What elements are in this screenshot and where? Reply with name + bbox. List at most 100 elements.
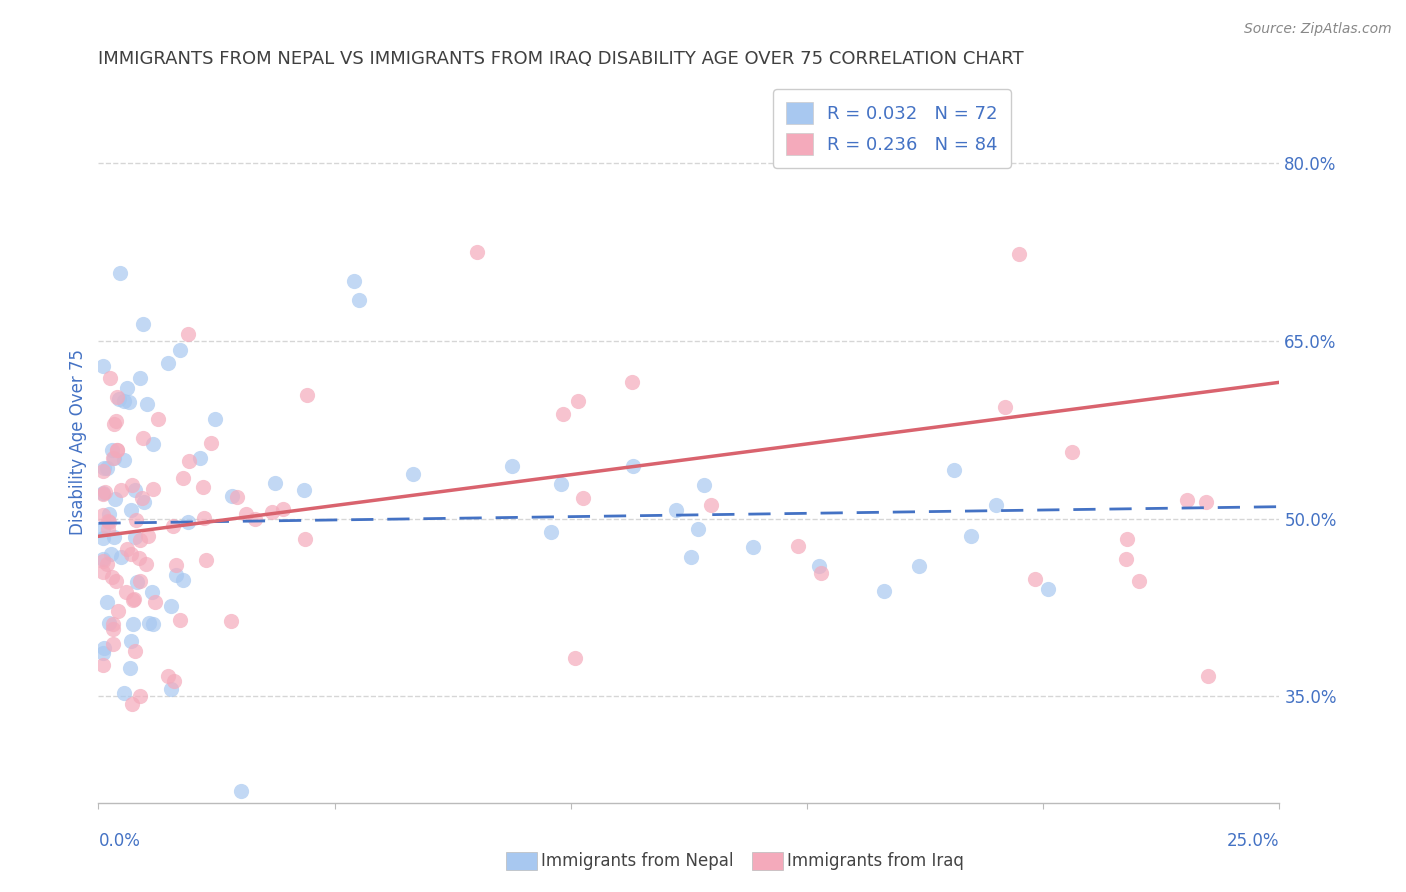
- Point: [156, 356, 179, 370]
- Point: [142, 617, 165, 632]
- Point: [942, 463, 965, 477]
- Point: [741, 540, 763, 554]
- Point: [131, 431, 153, 445]
- Point: [115, 381, 138, 395]
- Point: [162, 519, 184, 533]
- Point: [125, 513, 148, 527]
- Point: [226, 490, 249, 504]
- Point: [219, 614, 242, 628]
- Point: [101, 617, 124, 632]
- Text: Immigrants from Iraq: Immigrants from Iraq: [787, 852, 965, 870]
- Point: [172, 471, 194, 485]
- Point: [295, 388, 318, 402]
- Point: [959, 529, 981, 543]
- Point: [100, 547, 122, 561]
- Point: [91, 647, 114, 661]
- Point: [129, 371, 152, 385]
- Point: [1060, 444, 1083, 458]
- Point: [787, 539, 810, 553]
- Point: [1194, 495, 1216, 509]
- Point: [91, 487, 114, 501]
- Point: [292, 483, 315, 497]
- Point: [121, 478, 143, 492]
- Point: [551, 407, 574, 421]
- Text: IMMIGRANTS FROM NEPAL VS IMMIGRANTS FROM IRAQ DISABILITY AGE OVER 75 CORRELATION: IMMIGRANTS FROM NEPAL VS IMMIGRANTS FROM…: [98, 50, 1024, 68]
- Point: [665, 502, 688, 516]
- Point: [1128, 574, 1150, 589]
- Point: [686, 522, 709, 536]
- Point: [550, 477, 572, 491]
- Point: [93, 461, 115, 475]
- Point: [620, 375, 643, 389]
- Point: [692, 478, 714, 492]
- Point: [148, 411, 170, 425]
- Point: [1008, 247, 1031, 261]
- Point: [1197, 669, 1219, 683]
- Point: [91, 552, 114, 566]
- Point: [101, 442, 124, 457]
- Point: [1115, 552, 1137, 566]
- Point: [135, 557, 157, 571]
- Point: [169, 343, 191, 358]
- Text: Source: ZipAtlas.com: Source: ZipAtlas.com: [1244, 22, 1392, 37]
- Point: [110, 483, 132, 498]
- Point: [97, 615, 120, 630]
- Text: Immigrants from Nepal: Immigrants from Nepal: [541, 852, 734, 870]
- Point: [132, 494, 155, 508]
- Point: [91, 359, 114, 374]
- Point: [195, 552, 218, 566]
- Point: [115, 542, 138, 557]
- Point: [188, 450, 211, 465]
- Point: [273, 502, 295, 516]
- Point: [107, 392, 129, 407]
- Point: [96, 557, 118, 571]
- Point: [994, 400, 1017, 414]
- Point: [124, 530, 146, 544]
- Point: [143, 595, 166, 609]
- Point: [808, 559, 831, 574]
- Point: [112, 394, 135, 409]
- Point: [124, 644, 146, 658]
- Text: 25.0%: 25.0%: [1227, 832, 1279, 850]
- Point: [138, 616, 160, 631]
- Point: [177, 515, 200, 529]
- Point: [128, 574, 150, 588]
- Point: [91, 531, 114, 545]
- Point: [172, 574, 194, 588]
- Point: [136, 397, 159, 411]
- Point: [98, 515, 121, 529]
- Point: [96, 461, 118, 475]
- Point: [115, 584, 138, 599]
- Point: [908, 559, 931, 574]
- Point: [163, 674, 186, 689]
- Point: [465, 245, 488, 260]
- Point: [193, 511, 215, 525]
- Point: [97, 522, 120, 536]
- Point: [91, 554, 114, 568]
- Point: [129, 533, 152, 547]
- Point: [128, 550, 150, 565]
- Point: [103, 636, 125, 650]
- Point: [142, 482, 165, 496]
- Point: [98, 371, 121, 385]
- Point: [245, 512, 267, 526]
- Point: [105, 390, 128, 404]
- Point: [103, 531, 125, 545]
- Point: [681, 550, 703, 565]
- Point: [125, 575, 148, 590]
- Point: [124, 483, 146, 497]
- Point: [235, 507, 257, 521]
- Point: [402, 467, 425, 481]
- Point: [700, 498, 723, 512]
- Point: [347, 293, 370, 307]
- Point: [120, 547, 142, 561]
- Point: [98, 507, 121, 521]
- Point: [104, 492, 127, 507]
- Point: [160, 682, 183, 697]
- Point: [107, 604, 129, 618]
- Point: [1024, 572, 1046, 586]
- Point: [93, 640, 115, 655]
- Point: [264, 475, 287, 490]
- Point: [91, 508, 114, 522]
- Point: [810, 566, 832, 580]
